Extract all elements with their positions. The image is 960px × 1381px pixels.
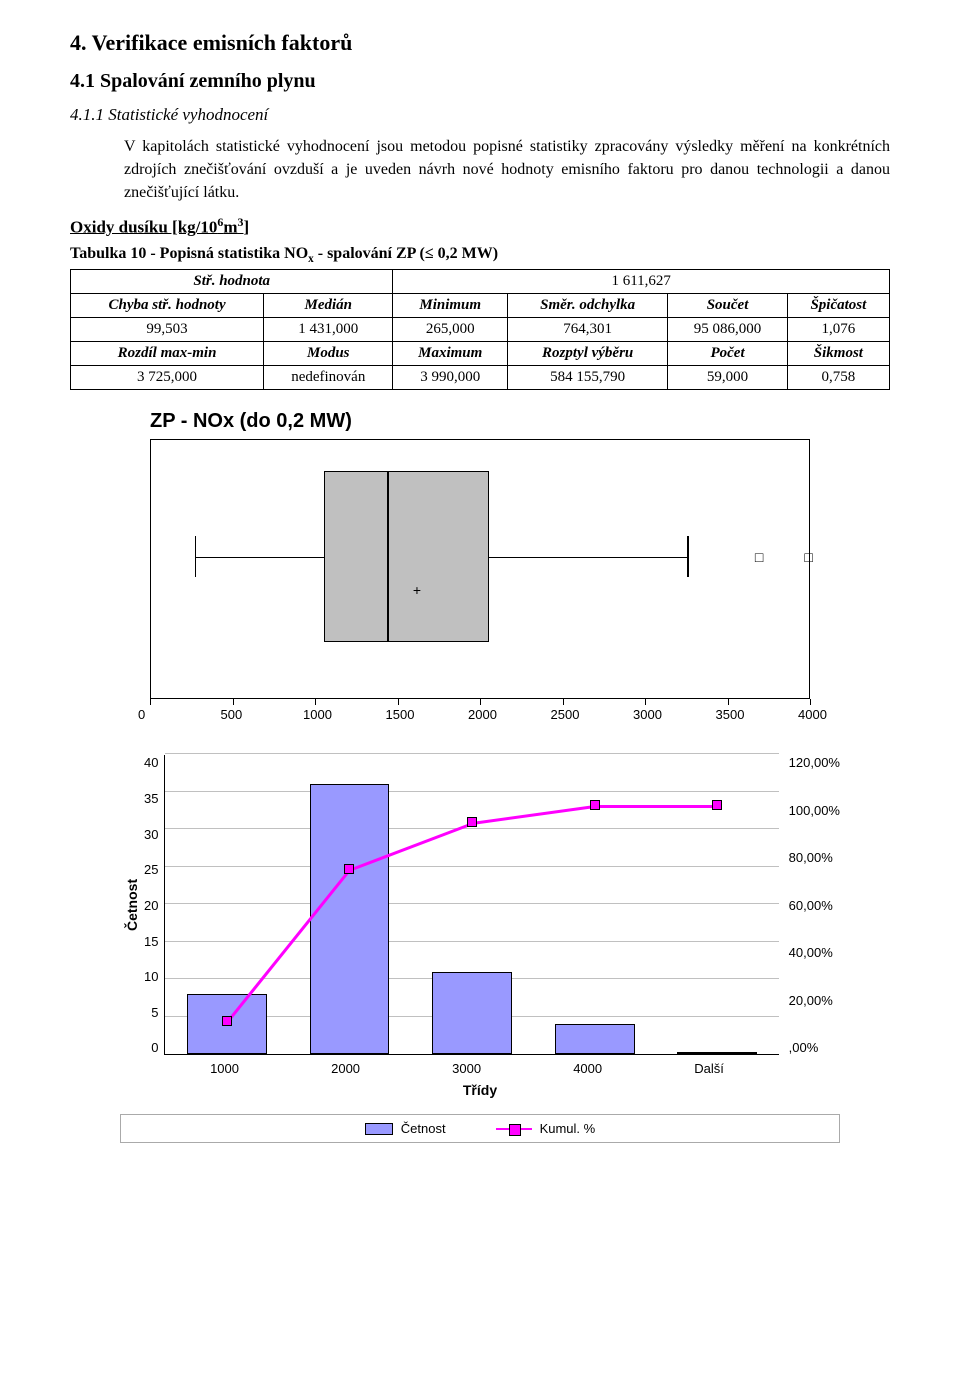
boxplot: ZP - NOx (do 0,2 MW) +□□ 050010001500200… bbox=[150, 410, 810, 725]
histogram: Četnost 0510152025303540 ,00%20,00%40,00… bbox=[120, 755, 840, 1143]
legend-swatch-bar-icon bbox=[365, 1123, 393, 1135]
histogram-plot bbox=[164, 755, 778, 1055]
table-cell: nedefinován bbox=[264, 366, 393, 390]
section-heading: 4. Verifikace emisních faktorů bbox=[70, 30, 890, 56]
table-cell: Medián bbox=[264, 294, 393, 318]
table-cell: 1 611,627 bbox=[393, 270, 890, 294]
table-cell: 764,301 bbox=[508, 318, 668, 342]
table-cell: 1,076 bbox=[787, 318, 889, 342]
boxplot-title: ZP - NOx (do 0,2 MW) bbox=[150, 410, 810, 433]
stats-table: Stř. hodnota 1 611,627 Chyba stř. hodnot… bbox=[70, 269, 890, 390]
subsection-heading: 4.1 Spalování zemního plynu bbox=[70, 70, 890, 93]
table-row: Chyba stř. hodnotyMediánMinimumSměr. odc… bbox=[71, 294, 890, 318]
y2-axis-ticks: ,00%20,00%40,00%60,00%80,00%100,00%120,0… bbox=[779, 755, 840, 1055]
table-cell: 584 155,790 bbox=[508, 366, 668, 390]
table-cell: Chyba stř. hodnoty bbox=[71, 294, 264, 318]
y-axis-label: Četnost bbox=[120, 755, 144, 1055]
legend-item-bar: Četnost bbox=[365, 1121, 446, 1136]
legend-swatch-line-icon bbox=[496, 1124, 532, 1134]
oxidy-label: Oxidy dusíku [kg/106m3] bbox=[70, 215, 890, 238]
chart-legend: Četnost Kumul. % bbox=[120, 1114, 840, 1143]
intro-paragraph: V kapitolách statistické vyhodnocení jso… bbox=[70, 135, 890, 205]
table-cell: 95 086,000 bbox=[668, 318, 787, 342]
x-axis-ticks: 1000200030004000Další bbox=[164, 1055, 770, 1078]
table-cell: Rozdíl max-min bbox=[71, 342, 264, 366]
legend-label: Četnost bbox=[401, 1121, 446, 1136]
table-cell: 1 431,000 bbox=[264, 318, 393, 342]
table-cell: Maximum bbox=[393, 342, 508, 366]
x-axis-label: Třídy bbox=[120, 1082, 840, 1098]
table-cell: 265,000 bbox=[393, 318, 508, 342]
subsubsection-heading: 4.1.1 Statistické vyhodnocení bbox=[70, 105, 890, 125]
boxplot-xaxis: 05001000150020002500300035004000 bbox=[150, 699, 810, 725]
table-cell: Šikmost bbox=[787, 342, 889, 366]
table-row: 99,5031 431,000265,000764,30195 086,0001… bbox=[71, 318, 890, 342]
table-row: Stř. hodnota 1 611,627 bbox=[71, 270, 890, 294]
table-row: 3 725,000nedefinován3 990,000584 155,790… bbox=[71, 366, 890, 390]
table-cell: 59,000 bbox=[668, 366, 787, 390]
table-cell: 3 725,000 bbox=[71, 366, 264, 390]
table-cell: Směr. odchylka bbox=[508, 294, 668, 318]
y-axis-ticks: 0510152025303540 bbox=[144, 755, 164, 1055]
table-cell: Počet bbox=[668, 342, 787, 366]
table-cell: Rozptyl výběru bbox=[508, 342, 668, 366]
table-cell: Součet bbox=[668, 294, 787, 318]
table-cell: Modus bbox=[264, 342, 393, 366]
legend-item-line: Kumul. % bbox=[496, 1121, 596, 1136]
table-cell: 3 990,000 bbox=[393, 366, 508, 390]
legend-label: Kumul. % bbox=[540, 1121, 596, 1136]
table-row: Rozdíl max-minModusMaximumRozptyl výběru… bbox=[71, 342, 890, 366]
boxplot-area: +□□ bbox=[150, 439, 810, 699]
table-cell: Minimum bbox=[393, 294, 508, 318]
table-cell: 0,758 bbox=[787, 366, 889, 390]
table-caption: Tabulka 10 - Popisná statistika NOx - sp… bbox=[70, 245, 890, 265]
table-cell: Špičatost bbox=[787, 294, 889, 318]
table-cell: 99,503 bbox=[71, 318, 264, 342]
table-cell: Stř. hodnota bbox=[71, 270, 393, 294]
